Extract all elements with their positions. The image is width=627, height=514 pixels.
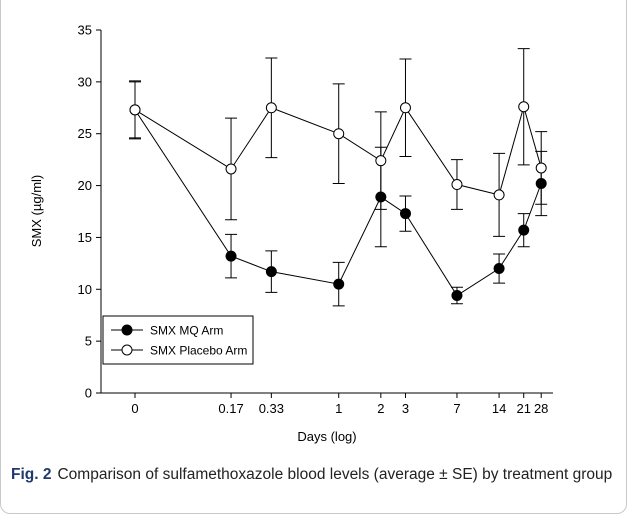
legend-label: SMX MQ Arm <box>150 324 223 338</box>
y-tick-label: 5 <box>85 334 92 349</box>
x-axis-label: Days (log) <box>297 429 356 444</box>
marker <box>399 102 411 114</box>
x-tick-label: 7 <box>453 401 460 416</box>
marker <box>225 163 237 175</box>
caption: Fig. 2 Comparison of sulfamethoxazole blo… <box>11 464 616 486</box>
marker <box>375 191 387 203</box>
y-tick-label: 10 <box>78 282 92 297</box>
y-tick-label: 20 <box>78 178 92 193</box>
x-tick-label: 3 <box>402 401 409 416</box>
legend-label: SMX Placebo Arm <box>150 344 247 358</box>
marker <box>265 266 277 278</box>
marker <box>535 162 547 174</box>
marker <box>535 177 547 189</box>
x-tick-label: 0 <box>131 401 138 416</box>
marker <box>451 290 463 302</box>
chart: SMX (µg/ml) Days (log) 0 5 10 15 20 25 30 35 0 0.… <box>29 23 553 444</box>
y-tick-label: 30 <box>78 74 92 89</box>
series-line <box>134 109 542 297</box>
marker <box>493 263 505 275</box>
x-tick-label: 14 <box>492 401 506 416</box>
y-tick-label: 25 <box>78 126 92 141</box>
y-tick-label: 15 <box>78 230 92 245</box>
marker <box>129 104 141 116</box>
marker <box>399 208 411 220</box>
legend-box <box>102 315 254 365</box>
x-tick-label: 1 <box>335 401 342 416</box>
x-tick-label: 0.17 <box>218 401 243 416</box>
series-line <box>134 104 542 196</box>
marker <box>333 128 345 140</box>
marker <box>493 189 505 201</box>
legend-marker <box>121 324 133 336</box>
marker <box>518 101 530 113</box>
y-tick-label: 0 <box>85 386 92 401</box>
caption-text: Comparison of sulfamethoxazole blood lev… <box>57 466 613 483</box>
marker <box>375 155 387 167</box>
x-tick-label: 0.33 <box>259 401 284 416</box>
x-tick-label: 28 <box>534 401 548 416</box>
caption-label: Fig. 2 <box>11 466 52 483</box>
marker <box>333 278 345 290</box>
marker <box>451 179 463 191</box>
y-axis-label: SMX (µg/ml) <box>29 175 44 248</box>
y-tick-label: 35 <box>78 23 92 38</box>
x-tick-label: 21 <box>516 401 530 416</box>
legend-marker <box>121 344 133 356</box>
marker <box>518 224 530 236</box>
x-tick-label: 2 <box>377 401 384 416</box>
marker <box>225 250 237 262</box>
marker <box>265 102 277 114</box>
